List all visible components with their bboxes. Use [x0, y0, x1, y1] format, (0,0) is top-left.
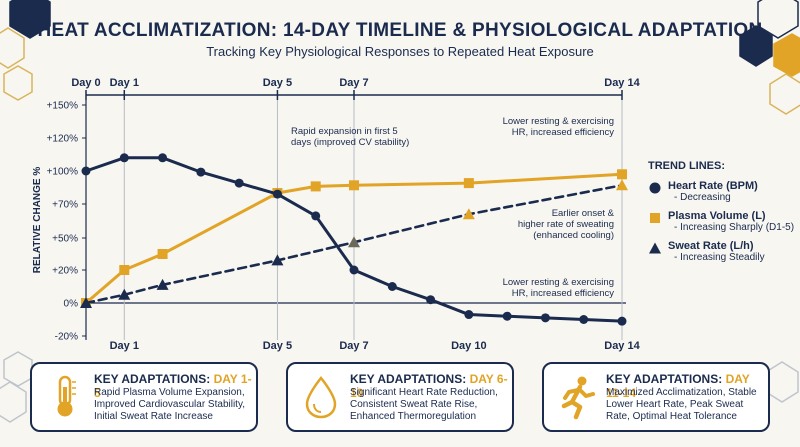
panel-heading: KEY ADAPTATIONS: DAY 6-10	[350, 372, 508, 400]
panel-body: Significant Heart Rate Reduction, Consis…	[350, 387, 498, 422]
sweat-rate-point	[118, 288, 131, 300]
y-tick-label: 0%	[64, 299, 79, 310]
y-axis-title: RELATIVE CHANGE %	[32, 167, 43, 274]
heart-rate-point	[158, 153, 168, 163]
heart-rate-point	[540, 313, 550, 323]
panel-highlight: DAY 6-10	[350, 372, 508, 400]
panel-heading: KEY ADAPTATIONS: DAY 11-14	[606, 372, 750, 400]
y-tick-label: +20%	[52, 266, 78, 277]
adaptation-panel-day-6-10: KEY ADAPTATIONS: DAY 6-10 Significant He…	[286, 362, 514, 432]
series-line-square	[84, 172, 624, 305]
timeline-day-label: Day 7	[339, 77, 368, 89]
y-tick-label: -20%	[55, 332, 78, 343]
sweat-rate-point	[156, 278, 169, 290]
chart-annotation-text: HR, increased efficiency	[512, 288, 615, 299]
chart-annotation-text: days (improved CV stability)	[291, 137, 409, 148]
heart-rate-point	[311, 211, 321, 221]
adaptation-panel-day-11-14: KEY ADAPTATIONS: DAY 11-14 Maximized Acc…	[542, 362, 770, 432]
x-tick-label: Day 7	[339, 340, 368, 352]
y-tick-label: +50%	[52, 234, 78, 245]
y-tick-label: +70%	[52, 200, 78, 211]
page-title: HEAT ACCLIMATIZATION: 14-DAY TIMELINE & …	[37, 20, 763, 41]
heart-rate-point	[502, 311, 512, 321]
plasma-volume-point	[119, 265, 130, 275]
heart-rate-point	[387, 282, 397, 291]
timeline-day-label: Day 1	[110, 77, 139, 89]
plasma-volume-point	[310, 181, 321, 192]
plasma-volume-point	[157, 249, 168, 259]
heart-rate-point	[272, 189, 282, 199]
legend-item-sweat-rate: Sweat Rate (L/h) - Increasing Steadily	[648, 240, 798, 263]
square-marker-icon	[650, 213, 660, 223]
legend-item-desc: - Increasing Sharply (D1-5)	[674, 222, 795, 233]
panel-heading: KEY ADAPTATIONS: DAY 1-5	[94, 372, 252, 400]
x-tick-label: Day 10	[451, 340, 486, 352]
chart-annotation-text: Lower resting & exercising	[503, 277, 614, 288]
sweat-rate-point	[616, 179, 628, 191]
heart-rate-point	[196, 167, 206, 177]
legend: TREND LINES: Heart Rate (BPM) - Decreasi…	[648, 160, 798, 270]
triangle-marker-icon	[649, 242, 661, 254]
running-person-icon	[561, 376, 595, 420]
x-tick-label: Day 14	[604, 340, 640, 352]
chart-annotation-text: Rapid expansion in first 5	[291, 126, 398, 137]
sweat-rate-point	[462, 208, 475, 220]
sweat-rate-point	[348, 236, 360, 248]
y-tick-label: +120%	[47, 134, 79, 145]
y-tick-label: +150%	[47, 101, 79, 112]
heart-rate-point	[617, 316, 627, 326]
circle-marker-icon	[649, 182, 661, 194]
water-drop-icon	[305, 376, 337, 419]
panel-highlight: DAY 1-5	[94, 372, 252, 400]
sweat-rate-point	[271, 254, 284, 266]
x-tick-label: Day 5	[263, 340, 292, 352]
adaptation-panel-day-1-5: KEY ADAPTATIONS: DAY 1-5 Rapid Plasma Vo…	[30, 362, 258, 432]
sweat-rate-point	[80, 297, 92, 308]
chart-annotation-text: Lower resting & exercising	[503, 116, 614, 127]
legend-item-desc: - Increasing Steadily	[674, 252, 765, 263]
plasma-volume-point	[349, 180, 359, 191]
panel-body: Maximized Acclimatization, Stable Lower …	[606, 387, 757, 422]
plasma-volume-point	[617, 169, 627, 180]
legend-title: TREND LINES:	[648, 160, 725, 172]
timeline-day-label: Day 14	[604, 77, 640, 89]
legend-item-plasma-volume: Plasma Volume (L) - Increasing Sharply (…	[648, 210, 798, 233]
heart-rate-point	[349, 265, 359, 275]
heart-rate-point	[464, 310, 474, 320]
heart-rate-point	[234, 178, 244, 188]
chart-annotation-text: Earlier onset &	[552, 208, 615, 219]
legend-item-name: Sweat Rate (L/h)	[668, 240, 754, 252]
heart-rate-point	[81, 166, 91, 176]
heart-rate-point	[426, 295, 436, 305]
chart-annotation-text: higher rate of sweating	[518, 219, 614, 230]
hexagon-decoration	[0, 0, 800, 423]
panel-body: Rapid Plasma Volume Expansion, Improved …	[94, 387, 245, 422]
legend-item-heart-rate: Heart Rate (BPM) - Decreasing	[648, 180, 798, 203]
timeline-day-label: Day 5	[263, 77, 292, 89]
panel-highlight: DAY 11-14	[606, 372, 750, 400]
y-tick-label: +100%	[47, 167, 79, 178]
plasma-volume-point	[463, 178, 474, 189]
heart-rate-point	[119, 153, 129, 163]
legend-item-name: Heart Rate (BPM)	[668, 180, 758, 192]
heart-rate-point	[579, 315, 589, 324]
legend-item-desc: - Decreasing	[674, 192, 731, 203]
legend-item-name: Plasma Volume (L)	[668, 210, 766, 222]
thermometer-icon	[57, 375, 76, 417]
page-subtitle: Tracking Key Physiological Responses to …	[206, 44, 594, 59]
timeline-day-label: Day 0	[71, 77, 100, 89]
chart-annotation-text: (enhanced cooling)	[533, 230, 614, 241]
x-tick-label: Day 1	[110, 340, 139, 352]
chart-annotation-text: HR, increased efficiency	[512, 127, 615, 138]
